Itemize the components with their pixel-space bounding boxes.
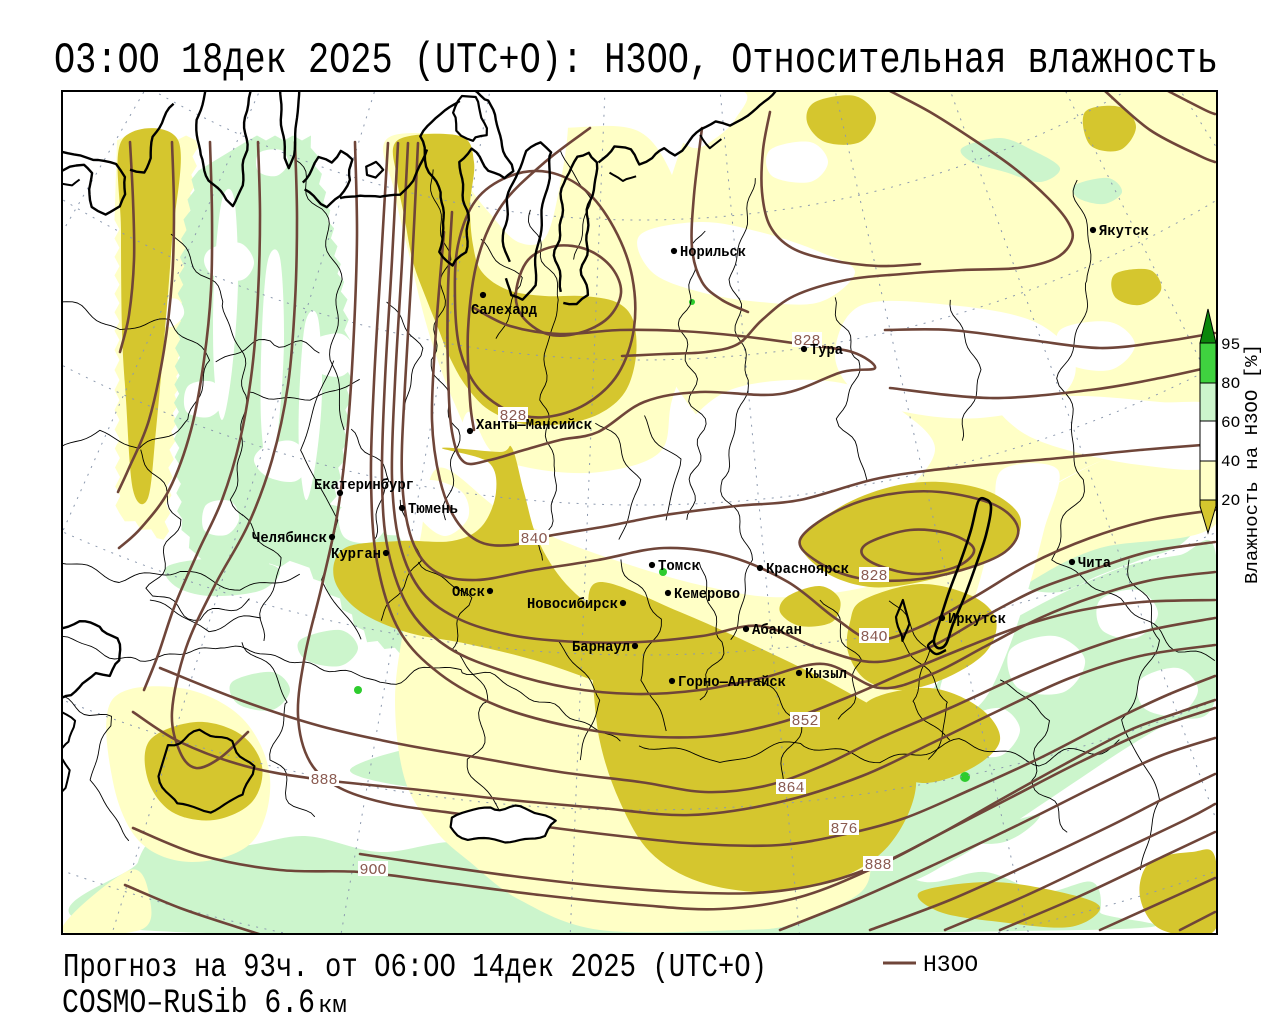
svg-text:COSMO–RuSib 6.6: COSMO–RuSib 6.6	[62, 985, 315, 1023]
svg-text:км: км	[318, 993, 347, 1020]
svg-text:864: 864	[777, 780, 804, 797]
svg-text:9ОО: 9ОО	[359, 862, 386, 879]
svg-text:Курган: Курган	[331, 547, 381, 563]
svg-text:Томск: Томск	[658, 559, 700, 575]
svg-text:828: 828	[499, 408, 526, 425]
svg-text:84О: 84О	[860, 629, 887, 646]
svg-text:Кемерово: Кемерово	[674, 587, 740, 603]
svg-text:Челябинск: Челябинск	[252, 531, 327, 547]
svg-text:Красноярск: Красноярск	[766, 562, 849, 578]
svg-text:876: 876	[830, 821, 857, 838]
svg-text:Кызыл: Кызыл	[805, 667, 847, 683]
svg-text:888: 888	[310, 772, 337, 789]
svg-text:Чита: Чита	[1078, 556, 1111, 572]
svg-text:Екатеринбург: Екатеринбург	[314, 478, 414, 494]
svg-text:Иркутск: Иркутск	[948, 612, 1006, 628]
svg-text:Салехард: Салехард	[471, 303, 537, 319]
svg-text:852: 852	[791, 713, 818, 730]
svg-text:Абакан: Абакан	[752, 623, 802, 639]
svg-text:Якутск: Якутск	[1099, 224, 1149, 240]
svg-text:828: 828	[793, 333, 820, 350]
svg-text:828: 828	[860, 568, 887, 585]
svg-text:H3ОО: H3ОО	[923, 952, 978, 978]
svg-text:6О: 6О	[1221, 414, 1240, 432]
svg-text:84О: 84О	[520, 531, 547, 548]
svg-text:Новосибирск: Новосибирск	[527, 597, 618, 613]
svg-text:2О: 2О	[1221, 492, 1240, 510]
svg-text:888: 888	[864, 857, 891, 874]
svg-text:Тура: Тура	[810, 343, 843, 359]
svg-text:О3:ОО 18дек 2О25 (UTC+О): H3ОО: О3:ОО 18дек 2О25 (UTC+О): H3ОО, Относите…	[54, 36, 1218, 86]
svg-text:8О: 8О	[1221, 375, 1240, 393]
svg-text:Норильск: Норильск	[680, 245, 746, 261]
svg-text:Прогноз на 93ч. от О6:ОО 14дек: Прогноз на 93ч. от О6:ОО 14дек 2О25 (UTC…	[63, 949, 767, 986]
svg-text:Горно—Алтайск: Горно—Алтайск	[678, 675, 786, 691]
svg-text:Барнаул: Барнаул	[572, 640, 630, 656]
svg-text:Омск: Омск	[452, 585, 485, 601]
svg-text:Ханты—Мансийск: Ханты—Мансийск	[476, 418, 592, 434]
svg-text:95: 95	[1221, 336, 1240, 354]
svg-text:4О: 4О	[1221, 453, 1240, 471]
svg-text:Влажность на H3ОО [%]: Влажность на H3ОО [%]	[1243, 344, 1263, 584]
svg-text:Тюмень: Тюмень	[408, 502, 458, 518]
